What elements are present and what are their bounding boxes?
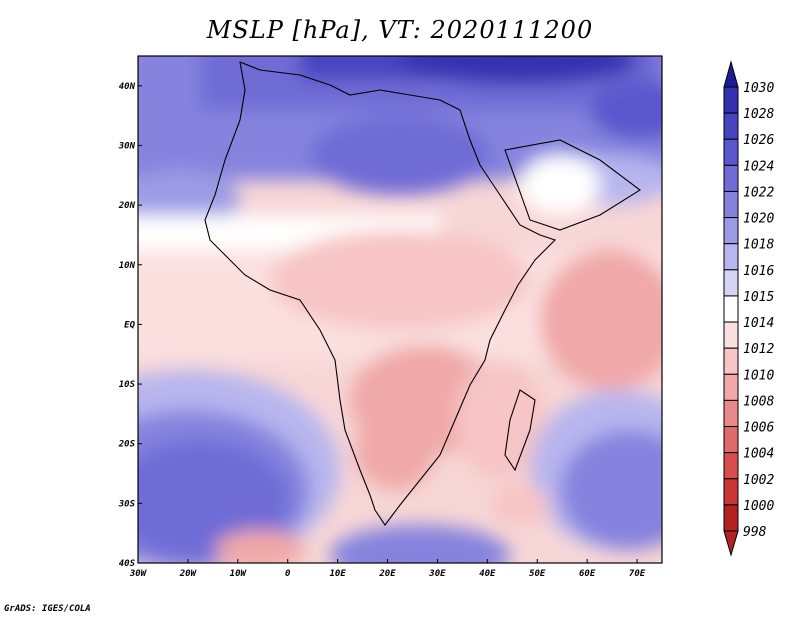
- lon-tick-label: 10E: [329, 569, 346, 579]
- lon-tick-label: 0: [285, 569, 291, 579]
- lat-tick-label: 30S: [118, 499, 136, 509]
- lon-tick-label: 10W: [230, 569, 248, 579]
- colorbar-label: 1014: [743, 316, 774, 331]
- colorbar-swatch: [723, 321, 739, 349]
- colorbar-swatch: [723, 478, 739, 506]
- lon-tick-label: 70E: [629, 569, 646, 579]
- colorbar-swatch: [723, 138, 739, 166]
- colorbar-swatch: [723, 217, 739, 245]
- colorbar-swatch: [723, 86, 739, 114]
- lat-tick-label: 10N: [119, 261, 136, 271]
- colorbar-label: 1000: [743, 499, 774, 514]
- grads-credit: GrADS: IGES/COLA: [4, 604, 91, 614]
- colorbar-label: 1006: [743, 421, 774, 436]
- colorbar-top-arrow: [723, 60, 739, 88]
- colorbar-swatch: [723, 190, 739, 219]
- lat-tick-label: 40S: [119, 559, 136, 569]
- colorbar-label: 1026: [743, 133, 774, 148]
- lon-tick-label: 40E: [479, 569, 496, 579]
- map-title: MSLP [hPa], VT: 2020111200: [206, 16, 594, 44]
- lon-tick-label: 50E: [529, 569, 546, 579]
- colorbar-swatch: [723, 269, 739, 297]
- lon-tick-label: 30E: [428, 569, 446, 579]
- coastlines: [204, 61, 641, 526]
- colorbar-label: 998: [743, 525, 767, 540]
- colorbar: 1030 1028 1026 1024 1022 1020 1018 1016 1015 1014…: [723, 60, 774, 557]
- colorbar-swatch: [723, 243, 739, 271]
- colorbar-label: 1004: [743, 447, 774, 462]
- colorbar-label: 1028: [743, 107, 774, 122]
- colorbar-swatch: [723, 426, 739, 454]
- colorbar-label: 1002: [743, 473, 774, 488]
- colorbar-swatch: [723, 164, 739, 192]
- colorbar-swatch: [723, 504, 739, 532]
- colorbar-swatch: [723, 399, 739, 428]
- colorbar-swatch: [723, 112, 739, 140]
- colorbar-label: 1016: [743, 264, 774, 279]
- latitude-axis: 40N 30N 20N 10N EQ 10S 20S 30S 40S: [118, 82, 142, 569]
- colorbar-swatch: [723, 347, 739, 375]
- longitude-axis: 30W 20W 10W 0 10E 20E 30E 40E 50E 60E 70E: [129, 559, 646, 579]
- colorbar-swatch: [723, 452, 739, 480]
- lon-tick-label: 60E: [579, 569, 596, 579]
- colorbar-label: 1018: [743, 238, 774, 253]
- colorbar-swatch: [723, 295, 739, 323]
- lat-tick-label: EQ: [124, 320, 135, 330]
- colorbar-bottom-arrow: [723, 530, 739, 557]
- lat-tick-label: 10S: [119, 380, 136, 390]
- colorbar-label: 1024: [743, 159, 774, 174]
- colorbar-label: 1020: [743, 212, 774, 227]
- lat-tick-label: 20N: [118, 201, 136, 211]
- colorbar-label: 1010: [743, 368, 774, 383]
- lat-tick-label: 30N: [118, 141, 136, 151]
- colorbar-label: 1012: [743, 342, 774, 357]
- colorbar-label: 1030: [743, 81, 774, 96]
- lon-tick-label: 20E: [378, 569, 396, 579]
- plot-frame: [137, 55, 663, 564]
- colorbar-label: 1015: [743, 290, 774, 305]
- colorbar-swatch: [723, 373, 739, 401]
- lat-tick-label: 40N: [119, 82, 136, 92]
- pressure-field: [138, 56, 662, 563]
- lon-tick-label: 20W: [179, 569, 198, 579]
- colorbar-label: 1022: [743, 185, 774, 200]
- lon-tick-label: 30W: [129, 569, 148, 579]
- lat-tick-label: 20S: [118, 440, 136, 450]
- colorbar-label: 1008: [743, 394, 774, 409]
